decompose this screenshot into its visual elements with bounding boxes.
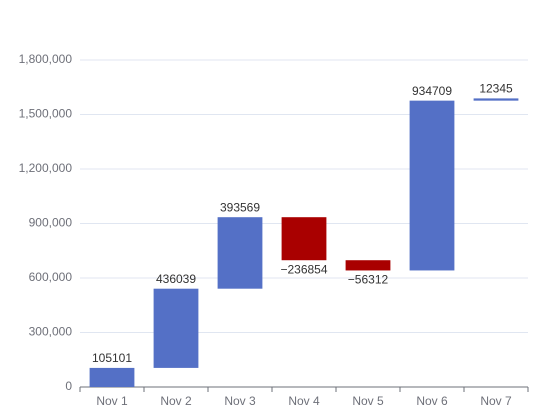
data-label: 105101 [92,351,132,365]
x-tick-label: Nov 2 [160,394,192,408]
x-tick-label: Nov 3 [224,394,256,408]
y-tick-label: 900,000 [29,216,73,230]
bar [473,98,519,101]
x-tick-label: Nov 5 [352,394,384,408]
data-label: 393569 [220,200,260,214]
x-tick-label: Nov 1 [96,394,128,408]
data-label: 12345 [479,82,513,96]
bar [345,260,391,271]
y-tick-label: 600,000 [29,270,73,284]
y-tick-label: 1,800,000 [19,52,73,66]
y-tick-label: 1,500,000 [19,107,73,121]
data-label: −236854 [280,262,327,276]
bar [217,217,263,289]
y-tick-label: 1,200,000 [19,161,73,175]
x-tick-label: Nov 7 [480,394,512,408]
data-label: −56312 [348,273,389,287]
bar [153,288,199,368]
bar [89,367,135,387]
data-label: 436039 [156,272,196,286]
y-tick-label: 0 [65,379,72,393]
y-tick-label: 300,000 [29,325,73,339]
x-tick-label: Nov 6 [416,394,448,408]
bar [409,100,455,271]
bar [281,217,327,261]
data-label: 934709 [412,84,452,98]
x-tick-label: Nov 4 [288,394,320,408]
